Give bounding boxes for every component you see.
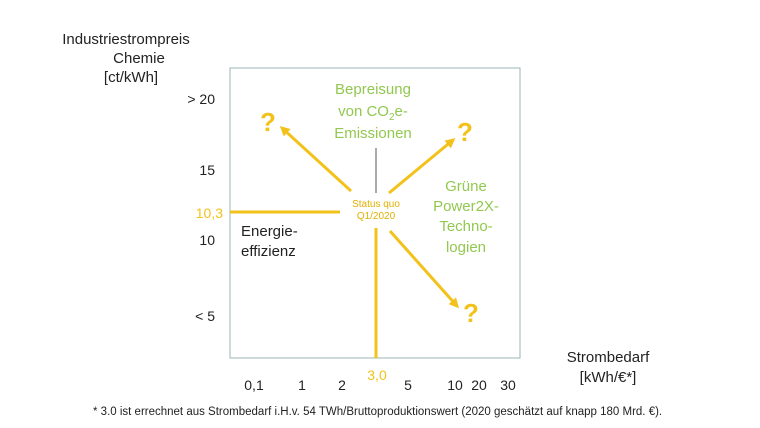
x-tick-label: 2 [338,377,346,393]
question-mark-lower-right: ? [463,298,479,328]
arrow-upper-left [279,125,353,193]
x-ticks: 0,1 1 2 5 10 20 30 3,0 [244,367,516,393]
x-axis-label-line-2: [kWh/€*] [580,369,637,386]
status-quo-line-2: Q1/2020 [357,211,396,222]
region-top-line-2: von CO2e- [338,103,408,123]
y-axis-label: Industriestrompreis Chemie [ct/kWh] [62,31,190,86]
region-right-line-4: logien [446,239,486,256]
x-highlight-label: 3,0 [367,367,387,383]
question-mark-upper-right: ? [457,117,473,147]
x-tick-label: 10 [447,377,463,393]
y-axis-label-line-2: Chemie [113,50,165,67]
y-highlight-label: 10,3 [196,205,223,221]
region-label-energy-efficiency: Energie- effizienz [241,223,298,260]
y-tick-label: < 5 [195,308,215,324]
region-label-co2-pricing: Bepreisung von CO2e- Emissionen [334,81,412,142]
arrow-lower-right [388,230,459,309]
region-right-line-1: Grüne [445,178,487,195]
y-tick-label: 10 [199,232,215,248]
x-tick-label: 1 [298,377,306,393]
x-tick-label: 20 [471,377,487,393]
region-top-line-3: Emissionen [334,125,412,142]
arrow-upper-right [388,138,456,195]
x-axis-label: Strombedarf [kWh/€*] [567,349,650,386]
x-tick-label: 0,1 [244,377,264,393]
question-mark-upper-left: ? [260,107,276,137]
x-tick-label: 5 [404,377,412,393]
y-axis-label-line-1: Industriestrompreis [62,31,190,48]
status-quo-line-1: Status quo [352,199,400,210]
region-top-line-1: Bepreisung [335,81,411,98]
y-tick-label: 15 [199,162,215,178]
region-label-power2x: Grüne Power2X- Techno- logien [433,178,499,256]
region-left-line-1: Energie- [241,223,298,240]
footnote: * 3.0 ist errechnet aus Strombedarf i.H.… [93,406,662,418]
region-left-line-2: effizienz [241,243,296,260]
status-quo-label: Status quo Q1/2020 [352,199,400,222]
x-axis-label-line-1: Strombedarf [567,349,650,366]
region-right-line-3: Techno- [439,218,492,235]
x-tick-label: 30 [500,377,516,393]
y-ticks: > 20 15 10 < 5 10,3 [187,91,223,324]
y-tick-label: > 20 [187,91,215,107]
region-right-line-2: Power2X- [433,198,499,215]
y-axis-label-line-3: [ct/kWh] [104,69,158,86]
